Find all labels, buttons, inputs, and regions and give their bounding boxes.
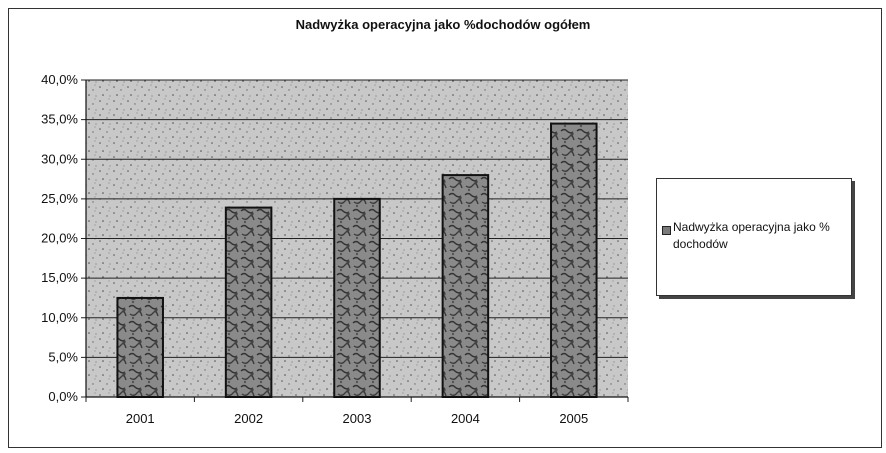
x-axis: 2001 2002 2003 2004 2005 [85, 396, 629, 426]
y-tick-label: 5,0% [48, 349, 78, 364]
x-tick-label: 2004 [451, 411, 480, 426]
bar-2005 [550, 122, 598, 399]
y-tick-label: 40,0% [41, 72, 78, 87]
chart-title: Nadwyżka operacyjna jako %dochodów ogółe… [295, 17, 591, 32]
y-tick-label: 35,0% [41, 112, 78, 127]
x-tick-label: 2003 [343, 411, 372, 426]
bar-2002 [224, 206, 273, 398]
y-tick-label: 0,0% [48, 389, 78, 404]
y-tick-label: 10,0% [41, 310, 78, 325]
bar-2003 [333, 197, 381, 398]
x-tick-label: 2002 [234, 411, 263, 426]
y-axis: 0,0% 5,0% 10,0% 15,0% 20,0% 25,0% 30,0% 35,0% 40… [41, 72, 87, 404]
x-tick-label: 2005 [559, 411, 588, 426]
legend-swatch [662, 226, 671, 235]
bar-2001 [116, 296, 164, 398]
y-tick-label: 20,0% [41, 231, 78, 246]
legend: Nadwyżka operacyjna jako % dochodów [656, 178, 852, 296]
x-tick-label: 2001 [126, 411, 155, 426]
y-tick-label: 25,0% [41, 191, 78, 206]
legend-label: Nadwyżka operacyjna jako % dochodów [673, 220, 830, 251]
bar-2004 [441, 174, 490, 398]
y-tick-label: 15,0% [41, 270, 78, 285]
y-tick-label: 30,0% [41, 151, 78, 166]
